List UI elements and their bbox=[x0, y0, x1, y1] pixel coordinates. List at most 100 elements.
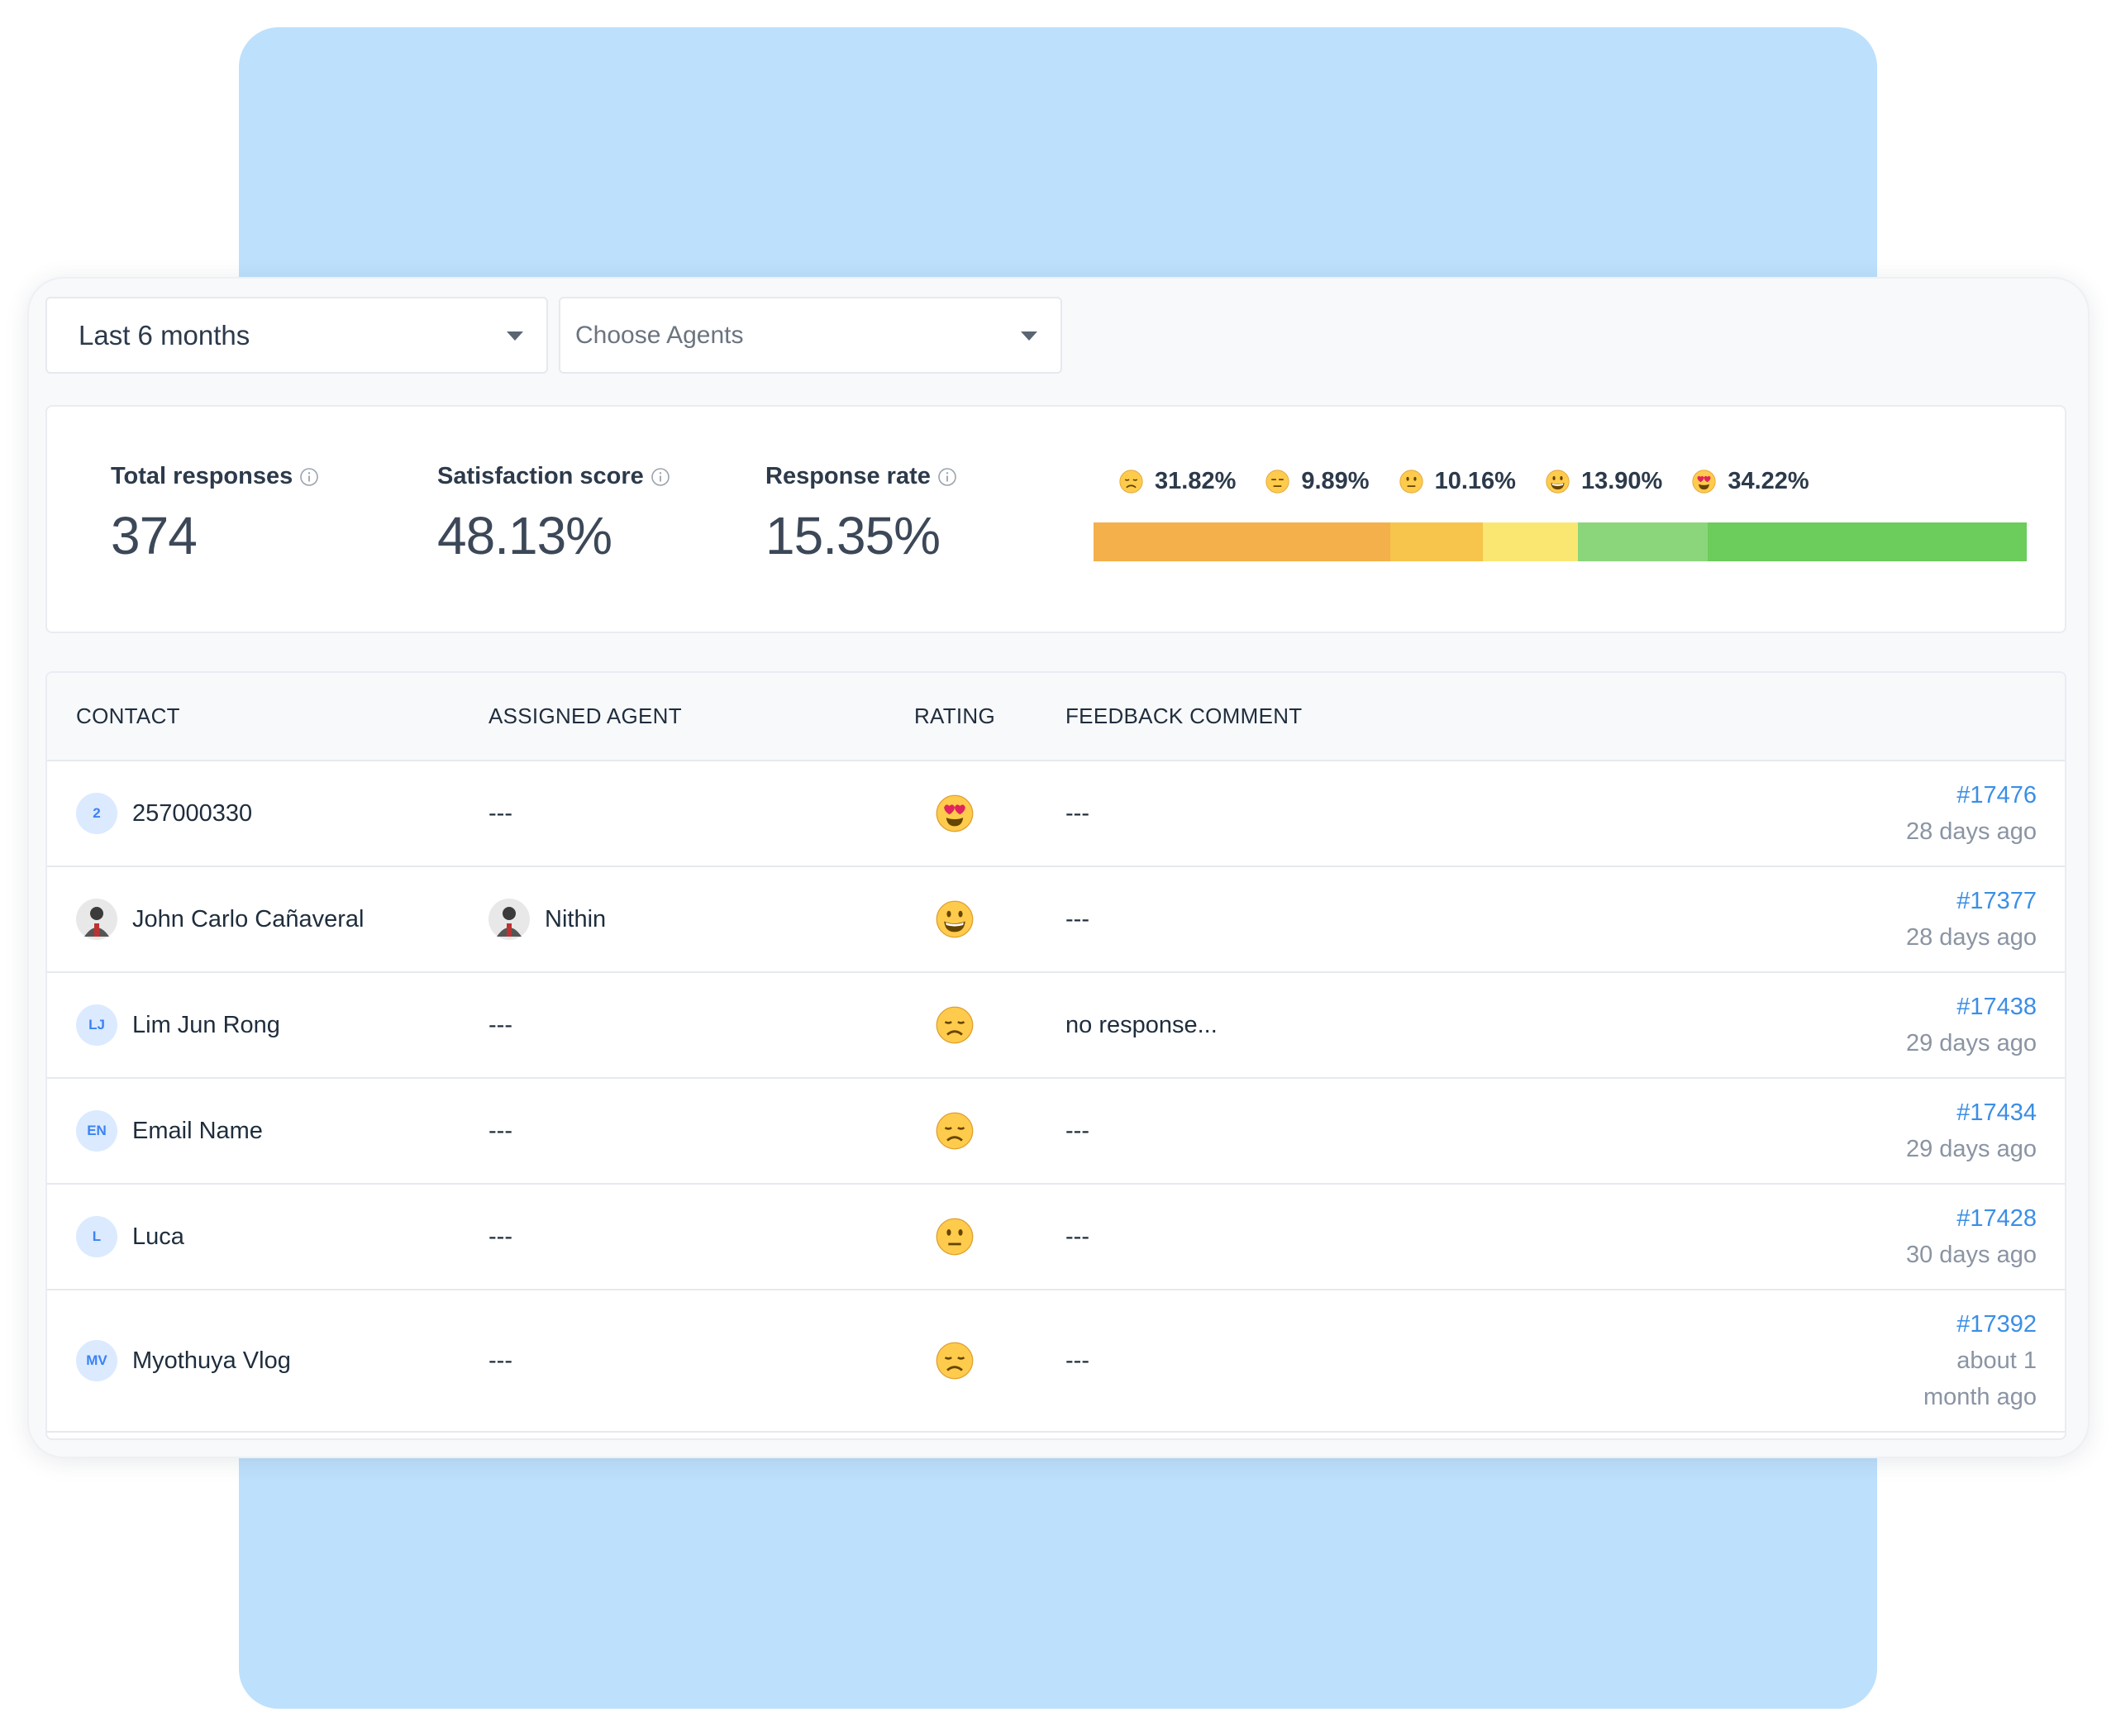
contact-cell: MV Myothuya Vlog bbox=[76, 1340, 488, 1381]
emoji-part bbox=[946, 1229, 951, 1236]
contact-photo bbox=[76, 899, 117, 940]
ticket-link[interactable]: #17434 bbox=[1956, 1099, 2037, 1126]
rating-legend-item: 9.89% bbox=[1265, 468, 1370, 495]
rating-cell bbox=[899, 1112, 1010, 1150]
emoji-part bbox=[936, 1342, 974, 1380]
agents-dropdown[interactable]: Choose Agents bbox=[559, 297, 1062, 374]
contact-cell: John Carlo Cañaveral bbox=[76, 899, 488, 940]
emoji-part bbox=[936, 1112, 974, 1150]
emoji-part bbox=[1265, 470, 1289, 494]
rating-cell bbox=[899, 1342, 1010, 1380]
agent-cell: --- bbox=[488, 1118, 899, 1145]
table-row: L Luca --- --- #17428 30 days ago bbox=[47, 1185, 2065, 1290]
emoji-icon bbox=[1546, 470, 1570, 494]
emoji-icon bbox=[936, 1342, 974, 1380]
emoji-part bbox=[1406, 476, 1409, 481]
rating-segment bbox=[1390, 522, 1483, 561]
stat-label-text: Total responses bbox=[111, 463, 293, 489]
agent-photo bbox=[488, 899, 530, 940]
rating-percent: 31.82% bbox=[1155, 468, 1237, 494]
time-ago: 28 days ago bbox=[1905, 924, 2037, 951]
contact-cell: L Luca bbox=[76, 1216, 488, 1257]
emoji-part bbox=[1399, 470, 1423, 494]
meta-cell: #17434 29 days ago bbox=[1838, 1095, 2037, 1167]
time-ago: 30 days ago bbox=[1905, 1242, 2037, 1268]
emoji-icon bbox=[936, 1218, 974, 1256]
emoji-icon bbox=[936, 900, 974, 938]
emoji-part bbox=[1697, 475, 1711, 483]
stat-label-text: Satisfaction score bbox=[437, 463, 644, 489]
photo-part bbox=[90, 907, 103, 920]
meta-cell: #17428 30 days ago bbox=[1838, 1200, 2037, 1273]
emoji-part bbox=[1692, 470, 1716, 494]
rating-segment bbox=[1707, 522, 2027, 561]
info-part bbox=[946, 471, 949, 474]
column-header: CONTACT bbox=[76, 703, 180, 728]
meta-cell: #17476 28 days ago bbox=[1838, 777, 2037, 850]
rating-cell bbox=[899, 794, 1010, 832]
meta-cell: #17438 29 days ago bbox=[1838, 989, 2037, 1061]
emoji-part bbox=[1551, 483, 1564, 486]
rating-percent: 13.90% bbox=[1580, 468, 1663, 494]
photo-part bbox=[488, 899, 530, 940]
contact-name: Email Name bbox=[132, 1117, 263, 1144]
rating-legend: 31.82% 9.89% 10.16% 13.90% 34.22% bbox=[1119, 468, 1809, 495]
time-ago: about 1 month ago bbox=[1923, 1347, 2037, 1410]
emoji-part bbox=[1119, 470, 1143, 494]
emoji-part bbox=[936, 1006, 974, 1044]
photo-part bbox=[76, 899, 117, 940]
time-ago: 29 days ago bbox=[1905, 1136, 2037, 1162]
info-part bbox=[938, 467, 956, 486]
emoji-part bbox=[1399, 470, 1423, 494]
ticket-link[interactable]: #17476 bbox=[1956, 782, 2037, 808]
emoji-part bbox=[936, 794, 974, 832]
stat: Response rate 15.35% bbox=[765, 463, 957, 566]
emoji-part bbox=[936, 794, 974, 832]
period-dropdown[interactable]: Last 6 months bbox=[45, 297, 548, 374]
emoji-icon bbox=[1399, 470, 1423, 494]
photo-part bbox=[94, 923, 99, 937]
rating-percent: 9.89% bbox=[1301, 468, 1370, 494]
stat-label: Response rate bbox=[765, 463, 957, 490]
ticket-link[interactable]: #17438 bbox=[1956, 994, 2037, 1020]
stats-panel: 31.82% 9.89% 10.16% 13.90% 34.22% Total resp… bbox=[45, 405, 2066, 633]
rating-cell bbox=[899, 1218, 1010, 1256]
ticket-link[interactable]: #17377 bbox=[1956, 888, 2037, 914]
emoji-icon bbox=[1119, 470, 1143, 494]
comment-cell: --- bbox=[1065, 905, 1089, 932]
comment-cell: --- bbox=[1065, 1117, 1089, 1144]
comment-cell: no response... bbox=[1065, 1011, 1218, 1038]
emoji-part bbox=[936, 1112, 974, 1150]
contact-name: John Carlo Cañaveral bbox=[132, 905, 365, 932]
emoji-part bbox=[1126, 484, 1137, 489]
stat-label-text: Response rate bbox=[765, 463, 931, 489]
emoji-part bbox=[946, 910, 951, 918]
emoji-part bbox=[1265, 470, 1289, 494]
comment-cell: --- bbox=[1065, 1347, 1089, 1374]
table-row: 2 257000330 --- --- #17476 28 days ago bbox=[47, 761, 2065, 867]
table-row: LJ Lim Jun Rong --- no response... #17438 29 … bbox=[47, 973, 2065, 1079]
contact-cell: EN Email Name bbox=[76, 1110, 488, 1152]
contact-avatar: L bbox=[76, 1216, 117, 1257]
info-part bbox=[300, 467, 319, 486]
emoji-part bbox=[946, 1366, 963, 1371]
emoji-icon bbox=[936, 794, 974, 832]
emoji-part bbox=[946, 922, 964, 927]
time-ago: 29 days ago bbox=[1905, 1030, 2037, 1056]
ticket-link[interactable]: #17392 bbox=[1956, 1311, 2037, 1338]
info-part bbox=[651, 467, 670, 486]
info-icon bbox=[651, 467, 670, 487]
ticket-link[interactable]: #17428 bbox=[1956, 1205, 2037, 1232]
rating-segment bbox=[1482, 522, 1578, 561]
agent-cell: --- bbox=[488, 1012, 899, 1039]
stat: Satisfaction score 48.13% bbox=[437, 463, 670, 566]
responses-table: CONTACT ASSIGNED AGENT RATING FEEDBACK COMM… bbox=[45, 671, 2066, 1440]
emoji-part bbox=[1124, 479, 1138, 481]
contact-name: Lim Jun Rong bbox=[132, 1011, 280, 1038]
rating-percent: 10.16% bbox=[1434, 468, 1516, 494]
emoji-icon bbox=[1692, 470, 1716, 494]
emoji-part bbox=[958, 1229, 963, 1236]
contact-cell: LJ Lim Jun Rong bbox=[76, 1004, 488, 1046]
